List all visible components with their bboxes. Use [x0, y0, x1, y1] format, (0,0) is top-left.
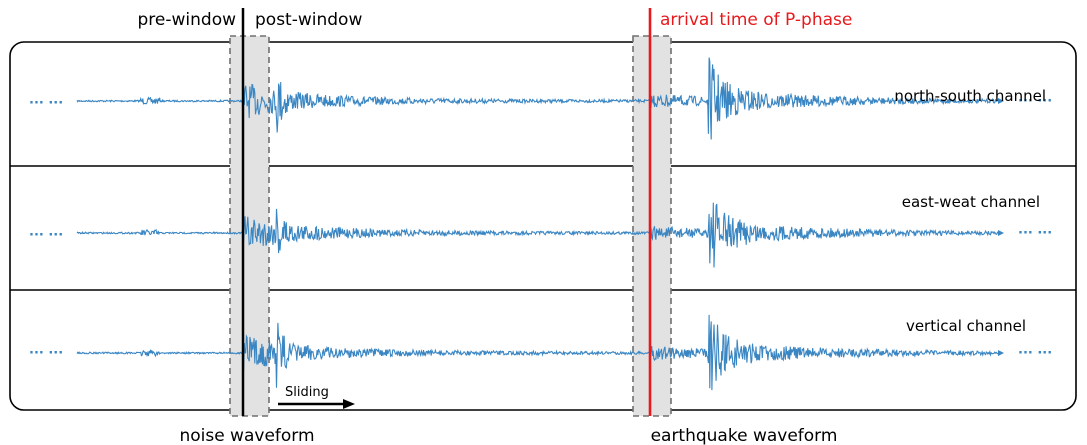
north-south-waveform	[76, 57, 1000, 140]
arrival-time-label: arrival time of P-phase	[660, 10, 852, 30]
right-ellipsis-1: ··· ···	[1018, 94, 1052, 109]
vertical-waveform-end-arrow	[998, 350, 1004, 356]
earthquake-window	[632, 35, 672, 417]
post-window-label: post-window	[255, 10, 362, 30]
left-ellipsis-1: ··· ···	[29, 96, 63, 111]
right-ellipsis-3: ··· ···	[1018, 346, 1052, 361]
channel-label-north-south: north-south channel	[894, 87, 1046, 105]
pre-window-label: pre-window	[138, 10, 237, 30]
right-ellipsis-2: ··· ···	[1018, 226, 1052, 241]
east-west-waveform-end-arrow	[998, 230, 1004, 236]
channel-label-east-west: east-weat channel	[902, 193, 1040, 211]
north-south-waveform-end-arrow	[998, 98, 1004, 104]
east-west-waveform	[76, 202, 1000, 268]
waveform-traces	[76, 57, 1004, 391]
noise-waveform-label: noise waveform	[179, 426, 314, 445]
sliding-label: Sliding	[285, 385, 329, 400]
sliding-arrow-head	[343, 399, 355, 409]
left-ellipsis-2: ··· ···	[29, 228, 63, 243]
vertical-waveform	[76, 314, 1001, 391]
earthquake-waveform-label: earthquake waveform	[651, 426, 838, 445]
left-ellipsis-3: ··· ···	[29, 346, 63, 361]
channel-label-vertical: vertical channel	[906, 317, 1026, 335]
waveform-panel-frame	[9, 41, 1077, 411]
